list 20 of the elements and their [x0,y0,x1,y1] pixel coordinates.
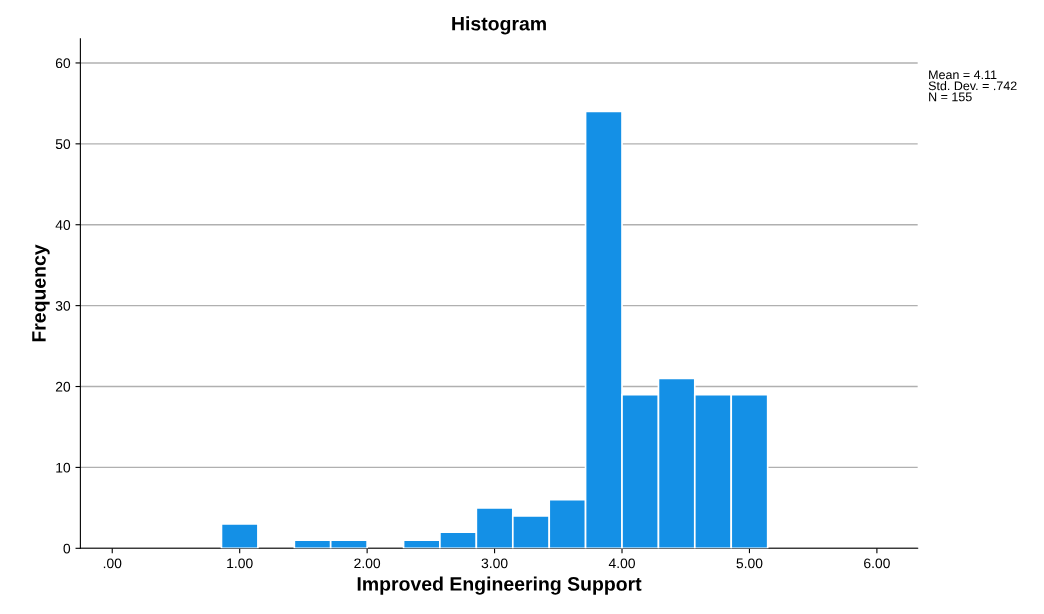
y-tick-label: 60 [55,58,71,69]
y-tick-label: 10 [56,462,71,473]
x-tick-label: .00 [103,558,122,569]
text: N = 155 [929,92,972,102]
y-tick-label: 40 [55,220,71,230]
x-tick-label: 3.00 [481,558,508,569]
x-tick-label: 4.00 [608,558,635,569]
x-tick-label: 6.00 [864,558,890,569]
y-tick-label: 0 [63,543,71,554]
x-tick-label: 5.00 [736,558,763,569]
chart-title: Histogram [452,16,546,35]
text: Std. Dev. = .742 [928,81,1017,91]
y-axis-title: Frequency [32,244,50,342]
y-tick-label: 50 [55,139,71,150]
text: Mean = 4.11 [929,70,997,80]
x-axis-title: Improved Engineering Support [357,576,642,595]
y-tick-label: 20 [55,381,71,392]
y-tick-label: 30 [55,300,71,311]
x-tick-label: 2.00 [354,558,381,569]
x-tick-label: 1.00 [227,558,253,569]
